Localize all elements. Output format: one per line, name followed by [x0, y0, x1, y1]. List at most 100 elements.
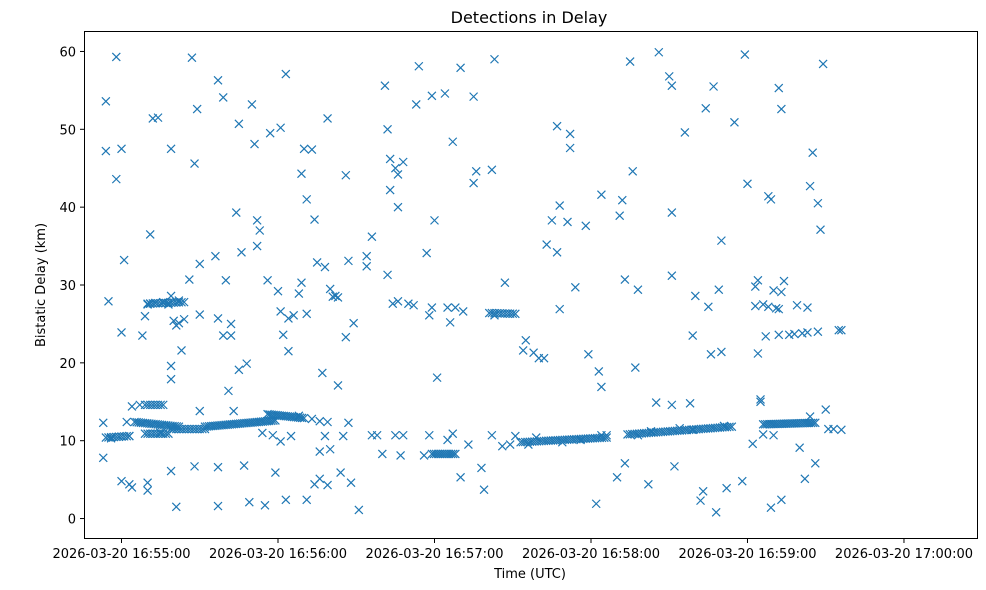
scatter-point: [542, 240, 552, 249]
scatter-point: [250, 139, 259, 149]
y-axis-ticks: 0 10 20 30 40 50 60: [59, 45, 85, 528]
y-tick-label: 40: [59, 201, 76, 216]
scatter-point: [297, 278, 306, 288]
scatter-point: [779, 276, 789, 286]
scatter-point: [450, 303, 460, 312]
scatter-point: [320, 431, 330, 441]
scatter-point: [722, 483, 732, 493]
scatter-point: [740, 50, 750, 59]
scatter-point: [122, 431, 132, 441]
scatter-point: [302, 309, 312, 319]
scatter-point: [177, 345, 186, 355]
scatter-point: [651, 398, 661, 407]
scatter-point: [320, 262, 330, 272]
scatter-point: [166, 466, 176, 476]
scatter-point: [510, 309, 520, 319]
scatter-point: [758, 300, 768, 309]
x-tick-label: 2026-03-20 16:59:00: [678, 547, 816, 562]
scatter-point: [438, 449, 447, 459]
scatter-point: [221, 275, 231, 285]
scatter-point: [317, 368, 327, 378]
scatter-point: [836, 425, 846, 435]
scatter-point: [213, 75, 223, 85]
scatter-point: [756, 395, 765, 404]
scatter-point: [774, 304, 784, 314]
scatter-point: [140, 311, 150, 321]
scatter-point: [469, 178, 479, 188]
scatter-point: [795, 443, 805, 453]
scatter-point: [776, 104, 786, 114]
scatter-point: [239, 461, 249, 471]
scatter-point: [336, 468, 346, 478]
scatter-point: [388, 299, 398, 309]
scatter-point: [169, 316, 179, 326]
scatter-point: [743, 179, 752, 189]
scatter-point: [552, 247, 562, 257]
scatter-point: [555, 201, 565, 211]
scatter-point: [315, 474, 325, 484]
scatter-point: [344, 418, 353, 428]
scatter-point: [753, 349, 763, 358]
scatter-point: [393, 170, 403, 179]
scatter-point: [330, 291, 340, 301]
scatter-point: [247, 99, 257, 109]
scatter-point: [383, 124, 392, 134]
scatter-point: [117, 476, 126, 486]
scatter-point: [270, 468, 280, 478]
scatter-point: [104, 296, 113, 306]
scatter-point: [690, 291, 700, 301]
scatter-point: [276, 437, 286, 446]
scatter-point: [456, 472, 466, 482]
scatter-point: [362, 261, 372, 271]
scatter-point: [774, 83, 784, 93]
scatter-point: [315, 416, 325, 426]
x-tick-label: 2026-03-20 16:57:00: [365, 547, 503, 562]
scatter-point: [487, 165, 497, 175]
scatter-point: [829, 424, 838, 434]
scatter-point: [620, 458, 630, 468]
plot-frame: [84, 31, 978, 539]
scatter-point: [510, 431, 520, 441]
scatter-point: [257, 428, 267, 438]
scatter-point: [286, 431, 296, 441]
scatter-point: [458, 307, 468, 316]
scatter-point: [620, 275, 630, 284]
scatter-point: [432, 373, 442, 383]
scatter-point: [98, 418, 108, 428]
scatter-point: [124, 431, 134, 441]
scatter-point: [505, 440, 515, 450]
scatter-point: [706, 349, 716, 359]
scatter-point: [443, 435, 452, 445]
scatter-point: [803, 303, 812, 312]
scatter-point: [818, 59, 828, 69]
scatter-point: [654, 47, 664, 57]
scatter-point: [229, 406, 239, 416]
scatter-point: [670, 461, 679, 471]
scatter-point: [448, 137, 458, 147]
y-tick-label: 60: [59, 45, 76, 60]
scatter-point: [685, 398, 695, 408]
scatter-point: [299, 144, 309, 154]
scatter-point: [145, 229, 155, 239]
scatter-point: [302, 495, 312, 505]
scatter-point: [688, 331, 698, 341]
scatter-point: [808, 418, 818, 428]
scatter-point: [565, 143, 575, 153]
scatter-point: [792, 300, 802, 310]
scatter-point: [431, 449, 441, 459]
scatter-point: [581, 221, 591, 231]
scatter-point: [763, 302, 773, 312]
scatter-point: [101, 146, 111, 156]
scatter-point: [716, 347, 726, 357]
scatter-markers: [98, 47, 846, 517]
scatter-point: [667, 400, 677, 410]
scatter-point: [521, 335, 531, 345]
scatter-point: [312, 258, 322, 267]
scatter-point: [836, 325, 846, 335]
scatter-point: [539, 353, 549, 363]
scatter-point: [750, 301, 760, 311]
scatter-point: [424, 310, 434, 320]
scatter-point: [234, 119, 244, 129]
